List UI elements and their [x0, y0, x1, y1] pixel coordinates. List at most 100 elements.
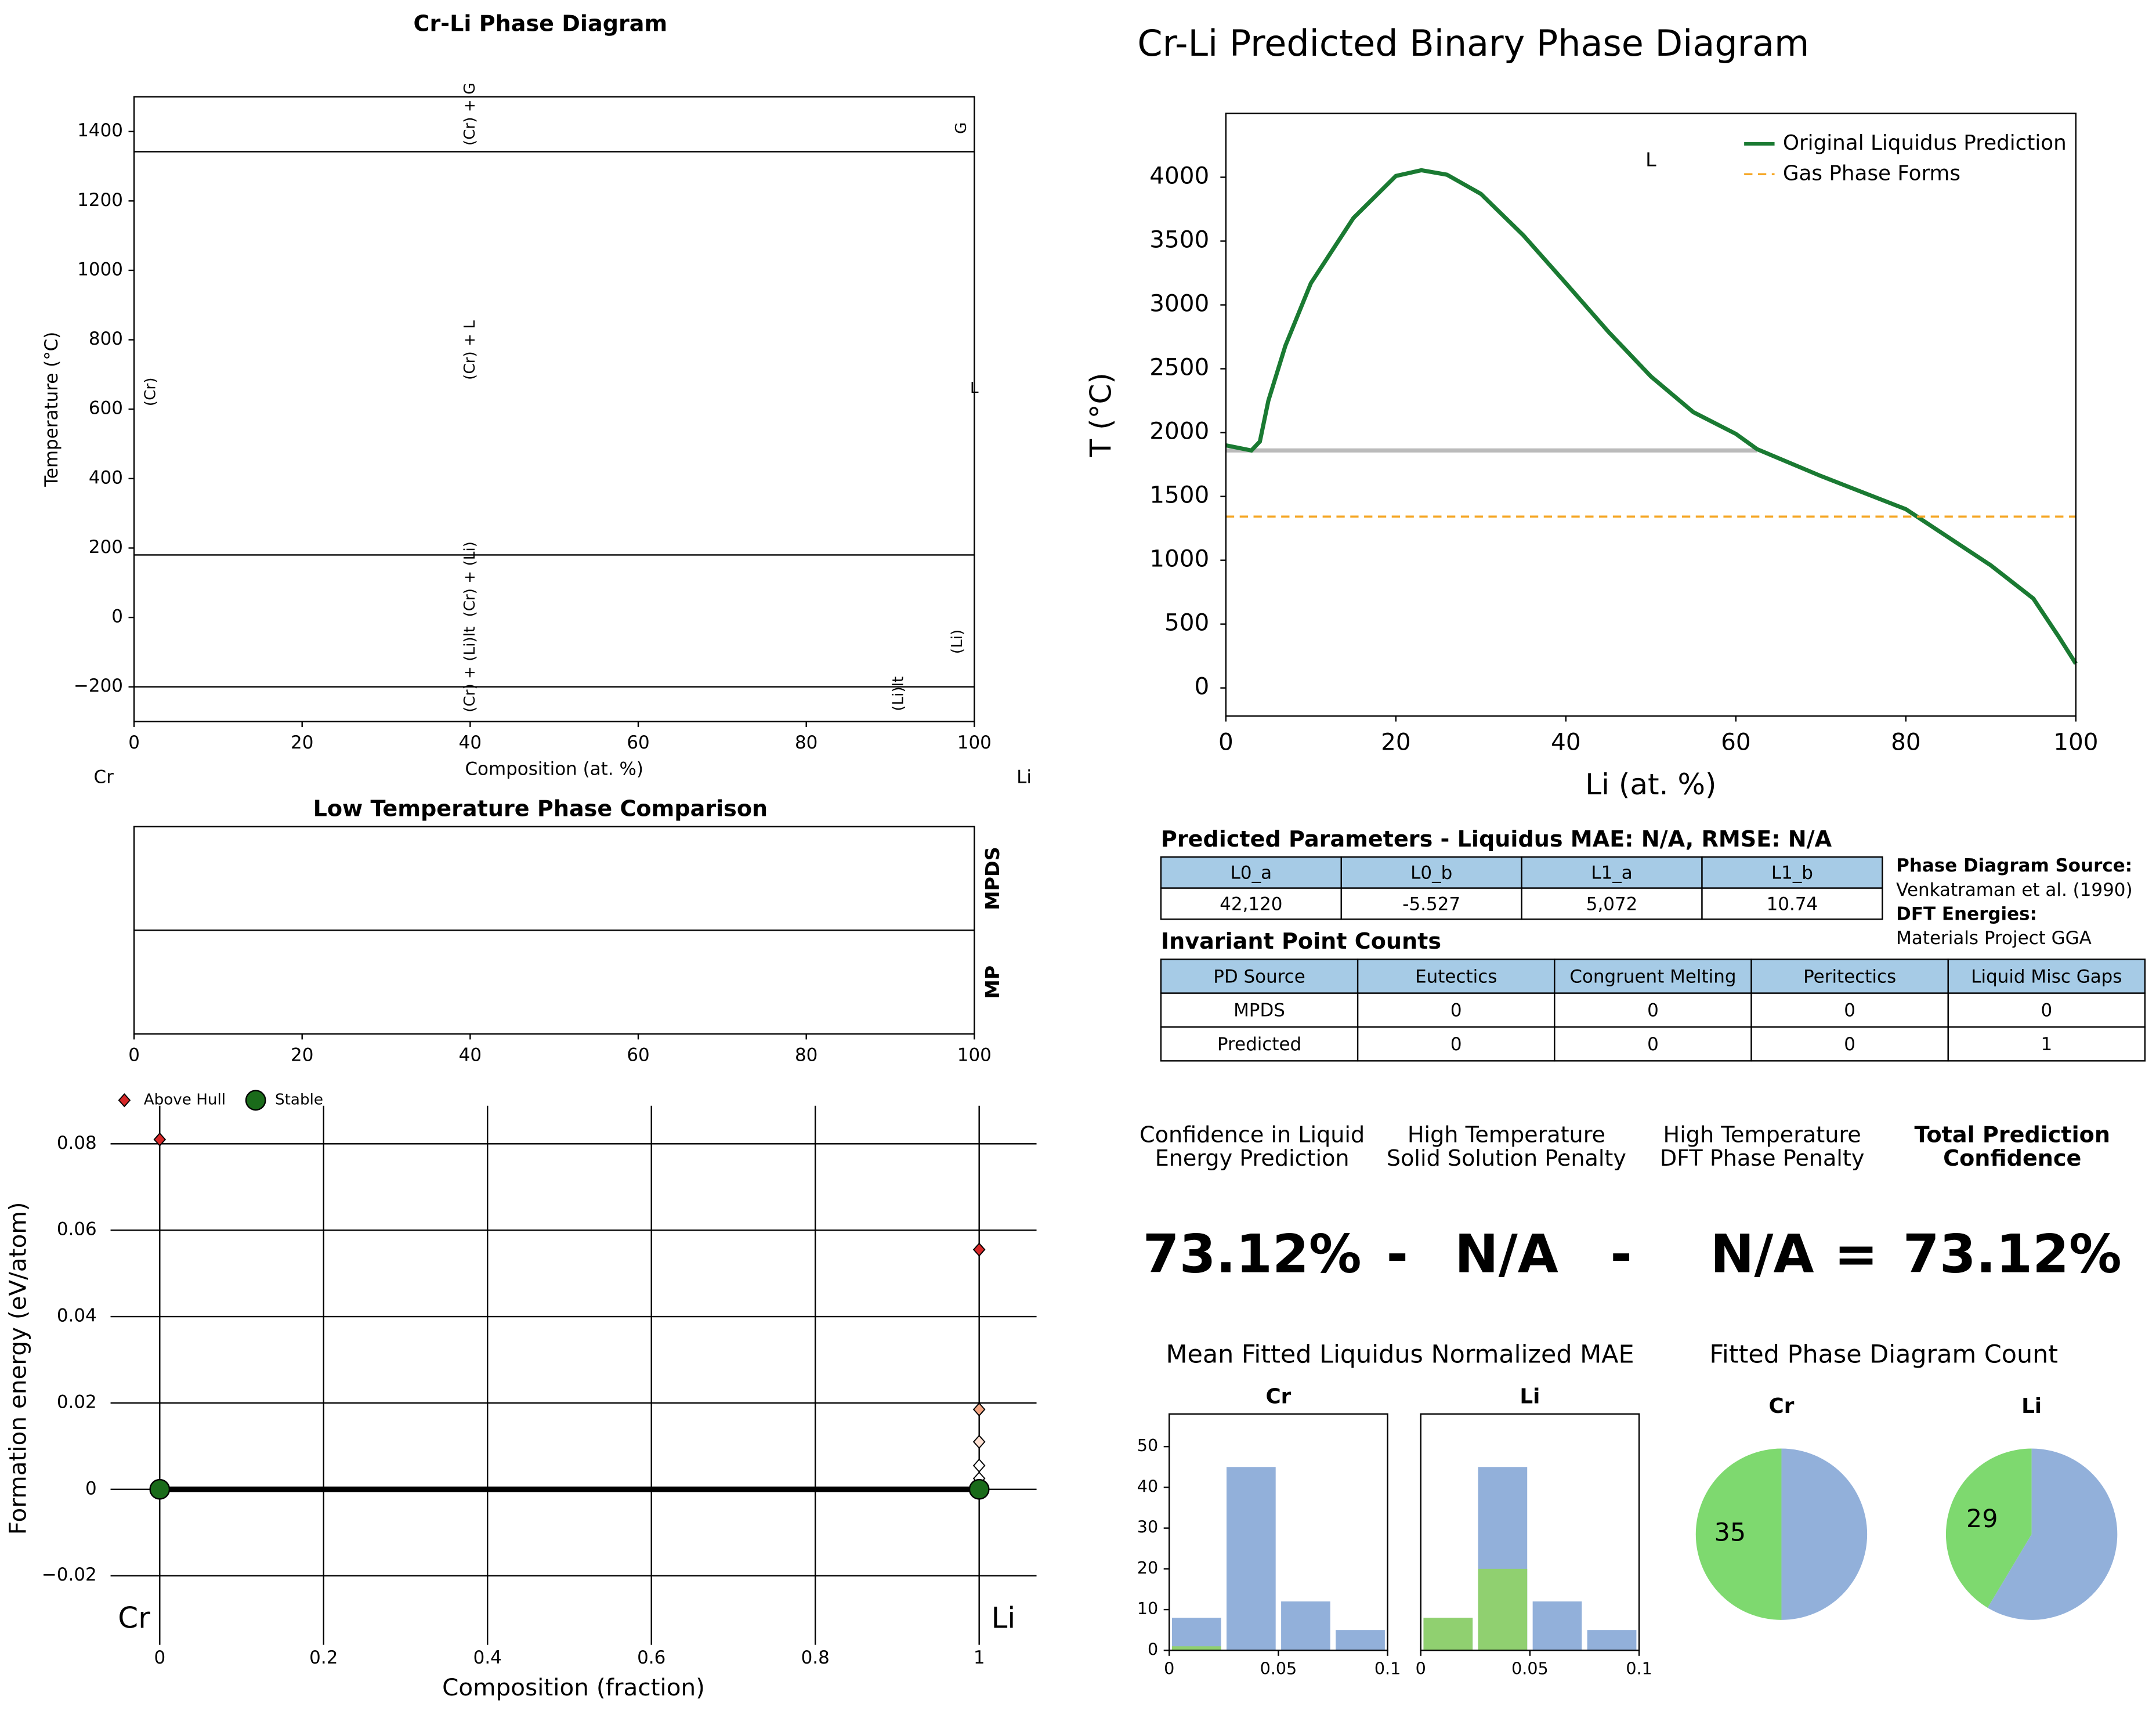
table-value: 0 [1647, 1034, 1659, 1055]
chart-title: Cr-Li Phase Diagram [414, 11, 668, 37]
chart-title: Li [2021, 1394, 2042, 1418]
table-value: Predicted [1217, 1034, 1301, 1055]
annotation: L [1645, 148, 1656, 171]
x-tick-label: 100 [2053, 728, 2098, 756]
x-tick-label: 20 [291, 1045, 313, 1066]
y-tick-label: 0.06 [57, 1219, 97, 1240]
chart-title: Cr [1265, 1384, 1291, 1408]
source-value: Venkatraman et al. (1990) [1896, 880, 2132, 901]
table-value: 0 [1450, 1034, 1462, 1055]
slice-label: 35 [1714, 1518, 1746, 1547]
legend-label: Stable [275, 1091, 323, 1109]
table-cell [1160, 992, 1359, 1028]
hist-bar [1423, 1618, 1473, 1651]
confidence-header: Solid Solution Penalty [1387, 1145, 1626, 1171]
table-value: 0 [2041, 1000, 2052, 1021]
x-tick-label: 80 [795, 1045, 817, 1066]
series-line [1225, 168, 2078, 665]
y-axis-label: T (°C) [1084, 373, 1117, 457]
y-tick-label: −200 [74, 675, 123, 696]
y-tick-label: 0 [85, 1478, 97, 1499]
legend-label: Original Liquidus Prediction [1783, 131, 2067, 155]
source-value: Materials Project GGA [1896, 928, 2092, 949]
y-tick-label: 1000 [1149, 545, 1209, 573]
plot-frame [1225, 113, 2077, 717]
group-title: Mean Fitted Liquidus Normalized MAE [1166, 1340, 1634, 1369]
confidence-header: Energy Prediction [1155, 1145, 1350, 1171]
x-tick-label: 60 [627, 732, 649, 753]
table-title: Invariant Point Counts [1161, 928, 1441, 954]
region-label: (Li) [949, 630, 966, 654]
table-value: 0 [1844, 1034, 1855, 1055]
table-cell [1554, 1026, 1752, 1062]
data-point [972, 1458, 986, 1473]
region-label: (Cr) + G [461, 83, 479, 146]
table-cell [1340, 887, 1522, 920]
y-tick-label: 0.04 [57, 1306, 97, 1326]
y-tick-label: 0 [111, 606, 123, 627]
table-cell [1701, 887, 1883, 920]
y-axis-label: Temperature (°C) [41, 332, 62, 487]
hist-bar [1336, 1630, 1385, 1651]
y-tick-label: 0.08 [57, 1133, 97, 1153]
pie-slice [1781, 1448, 1868, 1620]
table-value: MPDS [1233, 1000, 1285, 1021]
table-value: 10.74 [1767, 894, 1818, 914]
confidence-header: High Temperature [1408, 1122, 1605, 1148]
table-cell [1947, 1026, 2146, 1062]
y-tick-label: 0 [1148, 1639, 1158, 1659]
row-label: MPDS [981, 847, 1004, 910]
confidence-header: High Temperature [1663, 1122, 1861, 1148]
row-label: MP [981, 966, 1004, 999]
x-tick-label: 40 [459, 1045, 482, 1066]
operator: - [1386, 1224, 1408, 1285]
hist-bar [1171, 1646, 1221, 1651]
region-label: (Cr) + (Li) [461, 541, 479, 617]
table-header: Peritectics [1803, 966, 1896, 987]
table-header: L1_a [1591, 863, 1632, 884]
data-point [972, 1434, 986, 1449]
confidence-value: N/A [1710, 1224, 1814, 1285]
confidence-header: Confidence [1943, 1145, 2081, 1171]
y-tick-label: 200 [89, 537, 123, 558]
plot-frame [1169, 1413, 1388, 1651]
y-tick-label: 400 [89, 467, 123, 488]
y-tick-label: 40 [1137, 1476, 1158, 1496]
y-tick-label: 2000 [1149, 417, 1209, 445]
y-tick-label: 10 [1137, 1599, 1158, 1618]
y-tick-label: 600 [89, 398, 123, 419]
y-tick-label: 20 [1137, 1558, 1158, 1578]
table-value: -5.527 [1402, 894, 1460, 914]
x-tick-label: 0.05 [1511, 1659, 1549, 1679]
group-title: Fitted Phase Diagram Count [1709, 1340, 2058, 1369]
x-tick-label: 20 [291, 732, 313, 753]
y-tick-label: 50 [1137, 1435, 1158, 1455]
table-header-cell [1554, 959, 1752, 994]
chart-title: Low Temperature Phase Comparison [313, 796, 768, 822]
table-value: 0 [1844, 1000, 1855, 1021]
table-header: PD Source [1213, 966, 1305, 987]
x-axis-label: Li (at. %) [1585, 768, 1716, 801]
hist-bar [1587, 1630, 1637, 1651]
y-tick-label: 2500 [1149, 353, 1209, 381]
table-header: Congruent Melting [1569, 966, 1736, 987]
region-label: L [970, 379, 979, 397]
table-cell [1356, 1026, 1555, 1062]
y-tick-label: 0.02 [57, 1391, 97, 1412]
end-label: Li [991, 1601, 1015, 1635]
region-label: (Li)lt [890, 677, 907, 711]
y-tick-label: 4000 [1149, 161, 1209, 189]
slice-label: 29 [1966, 1505, 1998, 1534]
end-label: Cr [118, 1601, 150, 1635]
plot-frame [133, 96, 975, 722]
table-value: 42,120 [1220, 894, 1282, 914]
y-axis-label: Formation energy (eV/atom) [3, 1202, 31, 1535]
data-point [972, 1242, 986, 1257]
x-tick-label: 0.6 [637, 1647, 665, 1668]
x-tick-label: 0 [1416, 1659, 1426, 1679]
hist-bar [1281, 1601, 1330, 1651]
y-tick-label: 800 [89, 328, 123, 349]
table-value: 5,072 [1586, 894, 1638, 914]
legend-label: Above Hull [144, 1091, 226, 1109]
